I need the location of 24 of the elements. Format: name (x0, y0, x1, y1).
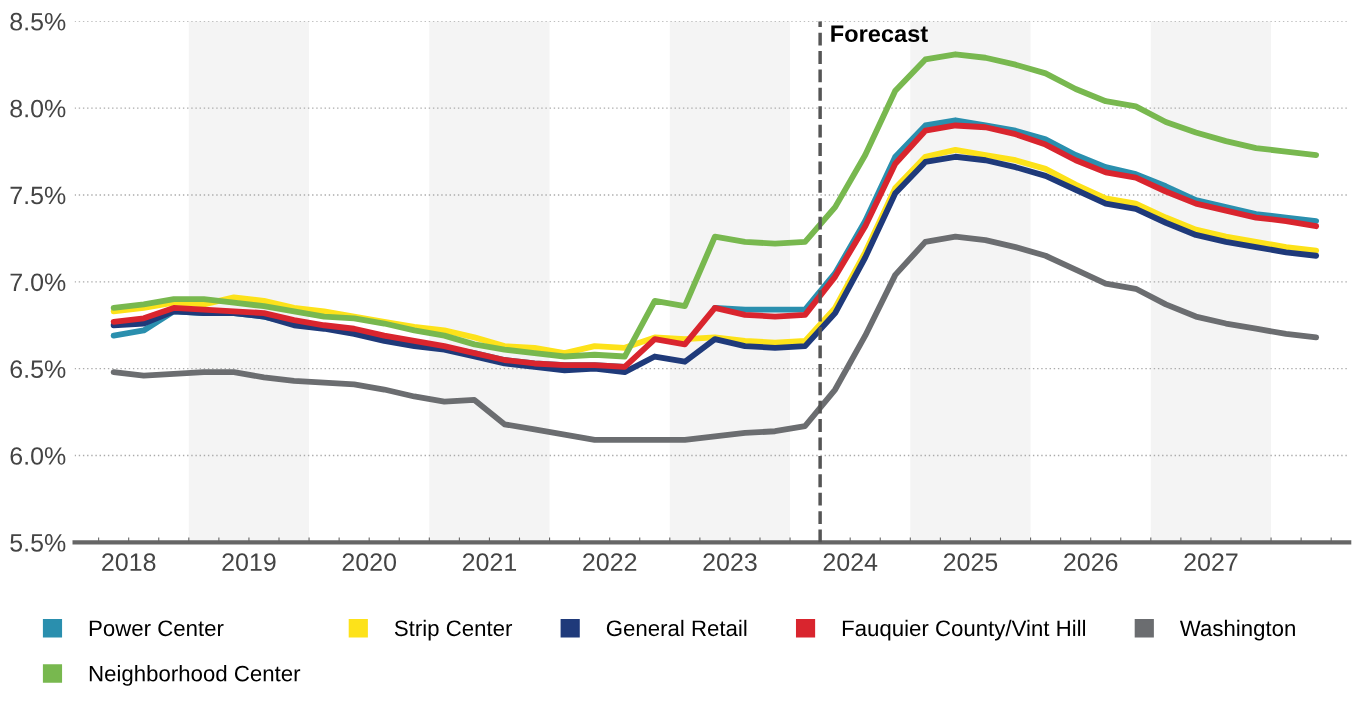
x-tick-label: 2022 (583, 553, 637, 571)
x-tick-label: 2018 (102, 553, 156, 571)
y-tick-label: 5.5% (10, 534, 66, 552)
legend-label: Washington (1179, 619, 1295, 641)
x-tick-label: 2021 (462, 553, 517, 571)
y-tick-label: 7.5% (10, 186, 66, 205)
legend-label: General Retail (606, 619, 747, 637)
legend-label: Neighborhood Center (89, 665, 301, 686)
y-tick-label: 6.5% (10, 360, 66, 378)
y-tick-label: 7.0% (10, 273, 66, 292)
x-tick-label: 2020 (342, 553, 397, 571)
legend-label: Power Center (89, 620, 224, 637)
y-tick-label: 6.0% (10, 447, 66, 465)
y-tick-label: 8.5% (10, 12, 66, 31)
legend-label: Fauquier County/Vint Hill (842, 619, 1086, 641)
y-tick-label: 8.0% (10, 99, 66, 118)
legend-label: Strip Center (394, 619, 513, 641)
x-tick-label: 2023 (703, 553, 757, 571)
x-tick-label: 2024 (823, 553, 878, 571)
x-tick-label: 2019 (222, 553, 276, 571)
x-tick-label: 2027 (1184, 553, 1238, 571)
x-tick-label: 2026 (1064, 553, 1118, 571)
x-tick-label: 2025 (943, 553, 998, 571)
ref-line-label: Forecast (831, 25, 928, 43)
